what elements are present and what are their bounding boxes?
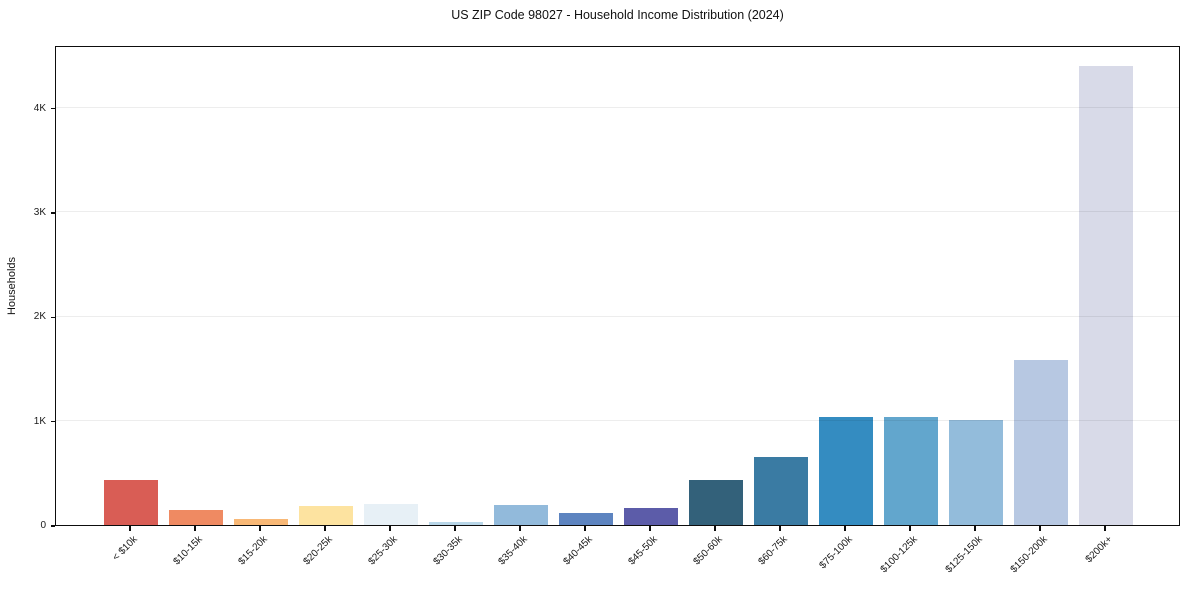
bar-$125-150k [949,420,1003,525]
gridline-2000 [56,315,1179,317]
x-tick [974,526,976,531]
x-tick-label: $30-35k [431,534,465,568]
x-tick [1104,526,1106,531]
x-tick-label: < $10k [110,534,140,564]
x-tick [194,526,196,531]
bar-$45-50k [624,507,678,525]
gridline-1000 [56,420,1179,422]
x-tick-label: $75-100k [817,534,855,572]
x-tick [584,526,586,531]
bar-$30-35k [429,521,483,525]
gridline-3000 [56,211,1179,213]
y-tick [50,107,55,110]
bar-$75-100k [819,416,873,525]
bar-$50-60k [689,479,743,525]
bar-$15-20k [234,518,288,525]
x-tick [454,526,456,531]
x-tick-label: $150-200k [1008,534,1050,576]
x-tick [324,526,326,531]
bar-$40-45k [559,513,613,525]
x-tick [259,526,261,531]
x-tick-label: $40-45k [561,534,595,568]
y-tick-label: 2K [33,311,46,323]
x-tick [389,526,391,531]
y-tick [50,421,55,423]
y-tick-label: 3K [33,206,46,218]
bar-$20-25k [299,505,353,525]
x-tick-label: $20-25k [301,534,335,568]
bar-$150-200k [1014,360,1068,525]
x-tick [714,526,716,531]
plot-area [55,46,1180,526]
y-tick-label: 1K [33,415,46,427]
bar-$200k+ [1079,65,1133,525]
chart-title: US ZIP Code 98027 - Household Income Dis… [451,8,784,22]
x-tick-label: $50-60k [691,534,725,568]
bar-$100-125k [884,416,938,525]
x-tick [519,526,521,531]
x-tick-label: $35-40k [496,534,530,568]
bar-$60-75k [754,456,808,525]
x-tick [129,526,131,531]
gridline-4000 [56,107,1179,109]
bar-$35-40k [494,504,548,525]
y-tick-label: 0 [40,520,46,531]
x-tick [649,526,651,531]
bar-$25-30k [364,504,418,525]
y-tick [50,316,55,318]
x-tick-label: $45-50k [626,534,660,568]
x-tick-label: $60-75k [756,534,790,568]
x-tick [844,526,846,531]
y-tick-label: 4K [33,102,46,114]
bar-< $10k [104,479,158,525]
x-tick-label: $25-30k [366,534,400,568]
x-tick-label: $200k+ [1083,534,1115,566]
x-tick [1039,526,1041,531]
y-tick [50,212,55,214]
bar-$10-15k [169,509,223,525]
x-tick-label: $125-150k [943,534,985,576]
y-tick [50,525,55,527]
x-tick [779,526,781,531]
x-tick-label: $10-15k [171,534,205,568]
x-tick-label: $15-20k [236,534,270,568]
x-tick [909,526,911,531]
x-tick-label: $100-125k [878,534,920,576]
